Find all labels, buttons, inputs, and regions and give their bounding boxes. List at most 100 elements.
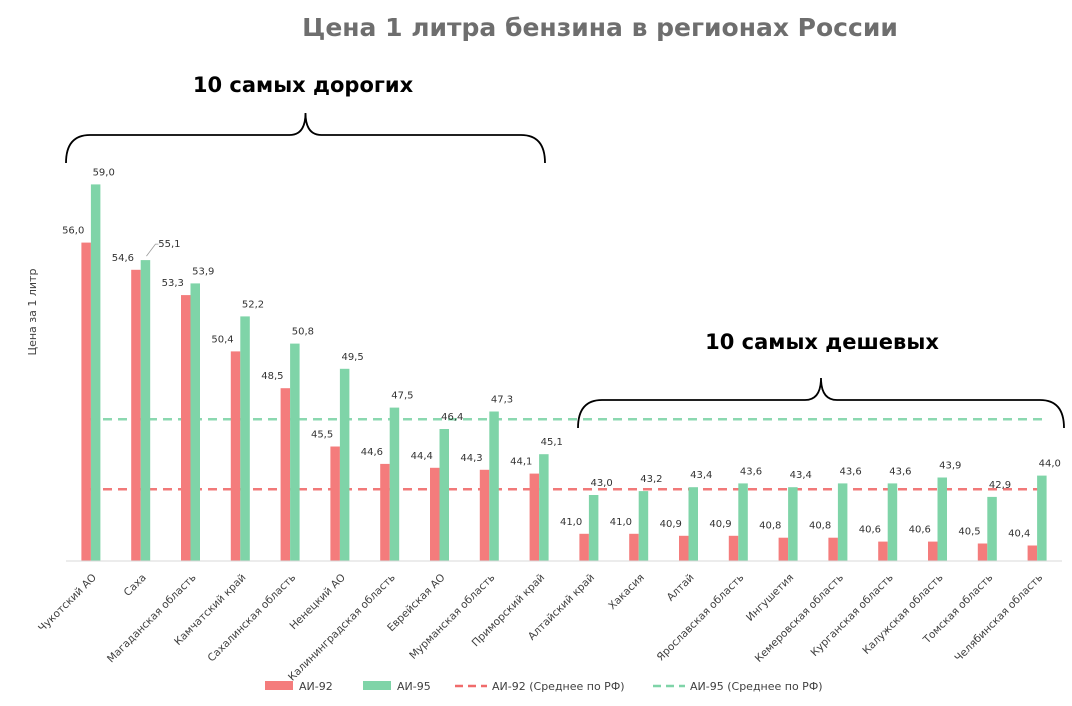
legend-swatch-ai95 bbox=[363, 681, 391, 690]
value-label-ai95: 59,0 bbox=[93, 167, 115, 178]
bar-ai92 bbox=[629, 533, 639, 561]
bars bbox=[81, 184, 1047, 561]
bar-ai95 bbox=[140, 260, 151, 561]
value-label-ai92: 44,1 bbox=[510, 457, 532, 468]
leader-line bbox=[146, 243, 159, 257]
value-label-ai92: 48,5 bbox=[261, 371, 283, 382]
value-label-ai92: 40,5 bbox=[958, 527, 980, 538]
bar-ai92 bbox=[679, 535, 689, 561]
bar-ai92 bbox=[1027, 545, 1038, 561]
bracket-cheap bbox=[577, 377, 1065, 429]
value-label-ai95: 44,0 bbox=[1039, 459, 1061, 470]
x-tick-label: Калининградская область bbox=[286, 572, 398, 684]
value-label-ai95: 43,4 bbox=[790, 470, 812, 481]
x-tick-label: Курганская область bbox=[809, 572, 896, 659]
bar-ai92 bbox=[380, 463, 390, 561]
chart-title: Цена 1 литра бензина в регионах России bbox=[302, 13, 898, 42]
bar-ai92 bbox=[479, 469, 490, 561]
value-label-ai95: 52,2 bbox=[242, 299, 264, 310]
bar-ai92 bbox=[977, 543, 988, 561]
bar-ai95 bbox=[489, 411, 499, 561]
group-title-expensive: 10 самых дорогих bbox=[193, 73, 414, 97]
bar-ai95 bbox=[389, 407, 400, 561]
x-tick-label: Магаданская область bbox=[105, 572, 199, 666]
bar-ai92 bbox=[928, 541, 938, 561]
value-label-ai95: 43,6 bbox=[740, 466, 762, 477]
value-label-ai95: 49,5 bbox=[341, 352, 363, 363]
value-label-ai92: 56,0 bbox=[62, 226, 84, 237]
bar-ai92 bbox=[828, 537, 838, 561]
bar-ai95 bbox=[987, 496, 997, 561]
value-label-ai92: 41,0 bbox=[560, 517, 582, 528]
bar-ai92 bbox=[728, 535, 739, 561]
legend-swatch-ai92 bbox=[265, 681, 293, 690]
x-tick-label: Мурманская область bbox=[407, 572, 497, 662]
x-tick-label: Алтай bbox=[665, 572, 697, 604]
bar-ai92 bbox=[529, 473, 540, 561]
value-label-ai95: 43,4 bbox=[690, 470, 712, 481]
bar-ai92 bbox=[81, 242, 91, 561]
bar-ai92 bbox=[280, 388, 291, 561]
bar-ai95 bbox=[439, 429, 449, 561]
value-label-ai92: 50,4 bbox=[211, 334, 233, 345]
value-label-ai92: 40,4 bbox=[1008, 529, 1030, 540]
legend-label-ai92: АИ-92 bbox=[299, 680, 333, 693]
bar-ai95 bbox=[539, 454, 549, 561]
value-label-ai92: 53,3 bbox=[162, 278, 184, 289]
bar-ai95 bbox=[738, 483, 748, 561]
value-label-ai92: 44,3 bbox=[460, 453, 482, 464]
bar-ai95 bbox=[190, 283, 200, 561]
value-label-ai92: 40,6 bbox=[909, 525, 931, 536]
bar-ai95 bbox=[937, 477, 947, 561]
bar-ai95 bbox=[887, 483, 898, 561]
value-label-ai95: 43,6 bbox=[889, 466, 911, 477]
value-label-ai92: 40,8 bbox=[759, 521, 781, 532]
bar-ai95 bbox=[240, 316, 250, 561]
value-label-ai95: 50,8 bbox=[292, 327, 314, 338]
bar-ai92 bbox=[181, 295, 191, 561]
x-tick-label: Сахалинская область bbox=[205, 572, 298, 665]
group-title-cheap: 10 самых дешевых bbox=[705, 330, 939, 354]
value-label-ai95: 55,1 bbox=[158, 239, 180, 250]
value-label-ai95: 43,6 bbox=[839, 466, 861, 477]
bar-ai95 bbox=[788, 487, 798, 561]
bar-ai95 bbox=[638, 491, 649, 561]
bar-ai95 bbox=[90, 184, 101, 561]
bar-ai92 bbox=[330, 446, 340, 561]
reference-lines bbox=[88, 418, 1044, 491]
bar-ai92 bbox=[430, 467, 440, 561]
value-label-ai95: 43,0 bbox=[590, 478, 612, 489]
bar-ai95 bbox=[339, 368, 350, 561]
value-label-ai92: 40,9 bbox=[709, 519, 731, 530]
legend-label-ai95: АИ-95 bbox=[397, 680, 431, 693]
bar-ai92 bbox=[230, 351, 241, 561]
value-label-ai95: 42,9 bbox=[989, 480, 1011, 491]
x-tick-label: Кемеровская область bbox=[753, 572, 846, 665]
value-label-ai95: 43,2 bbox=[640, 474, 662, 485]
value-label-ai95: 47,5 bbox=[391, 391, 413, 402]
x-tick-label: Ингушетия bbox=[744, 572, 796, 624]
value-label-ai92: 40,9 bbox=[660, 519, 682, 530]
value-label-ai92: 41,0 bbox=[610, 517, 632, 528]
value-label-ai95: 53,9 bbox=[192, 266, 214, 277]
bracket-expensive bbox=[65, 112, 546, 164]
x-tick-label: Ярославская область bbox=[655, 572, 747, 664]
value-label-ai92: 54,6 bbox=[112, 253, 134, 264]
bar-ai92 bbox=[579, 533, 589, 561]
value-label-ai92: 40,6 bbox=[859, 525, 881, 536]
bar-ai95 bbox=[688, 487, 698, 561]
legend: АИ-92 АИ-95 АИ-92 (Среднее по РФ) АИ-95 (Ср… bbox=[265, 680, 823, 693]
bar-ai95 bbox=[837, 483, 848, 561]
value-label-ai95: 45,1 bbox=[541, 437, 563, 448]
value-label-ai92: 44,4 bbox=[411, 451, 433, 462]
value-label-ai95: 46,4 bbox=[441, 412, 463, 423]
y-axis-label: Цена за 1 литр bbox=[26, 269, 39, 356]
x-tick-label: Хакасия bbox=[606, 572, 647, 613]
bar-ai92 bbox=[131, 269, 141, 561]
value-label-ai92: 40,8 bbox=[809, 521, 831, 532]
bar-ai95 bbox=[290, 343, 300, 561]
x-tick-label: Чукотский АО bbox=[36, 572, 99, 635]
x-tick-label: Саха bbox=[122, 572, 149, 599]
